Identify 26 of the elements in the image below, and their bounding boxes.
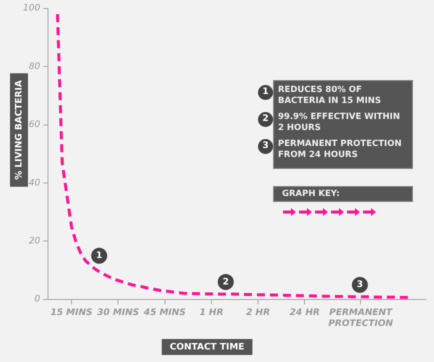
x-tick-label: 1 HR xyxy=(200,308,224,318)
annotation: 2 xyxy=(222,277,229,288)
y-tick-label: 0 xyxy=(34,294,40,305)
x-tick-label: 45 MINS xyxy=(142,308,186,318)
number-badge-icon: 1 xyxy=(258,85,273,100)
x-tick-label: PERMANENT PROTECTION xyxy=(328,308,394,329)
x-tick-label: 2 HR xyxy=(246,308,270,318)
y-tick-label: 20 xyxy=(28,236,40,247)
y-tick-label: 40 xyxy=(28,178,40,188)
x-tick-label: 30 MINS xyxy=(97,308,140,318)
x-tick-label: 15 MINS xyxy=(50,308,92,318)
number-badge-icon: 2 xyxy=(258,112,273,128)
x-axis-title: CONTACT TIME xyxy=(170,342,244,352)
y-axis-title: % LIVING BACTERIA xyxy=(14,80,24,180)
number-badge-icon: 3 xyxy=(258,139,273,154)
annotation: PERMANENT PROTECTION FROM 24 HOURS xyxy=(278,139,403,162)
annotation: 1 xyxy=(96,251,102,262)
annotation: 99.9% EFFECTIVE WITHIN 2 HOURS xyxy=(278,112,401,134)
annotation: REDUCES 80% OF BACTERIA IN 15 MINS xyxy=(278,85,382,108)
annotation: 3 xyxy=(356,280,364,290)
y-tick-label: 80 xyxy=(28,62,40,72)
x-tick-label: 24 HR xyxy=(290,308,320,318)
graph-key: GRAPH KEY: xyxy=(273,186,413,217)
legend-title: GRAPH KEY: xyxy=(273,186,413,202)
y-tick-label: 60 xyxy=(28,120,40,130)
y-tick-label: 100 xyxy=(22,4,40,14)
